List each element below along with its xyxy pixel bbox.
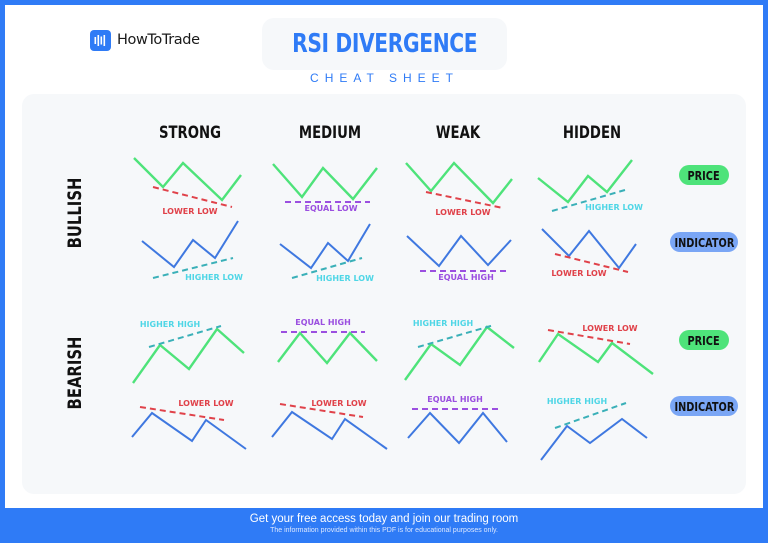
annotation-label: HIGHER HIGH [413,319,473,328]
annotation-label: EQUAL LOW [304,204,357,213]
indicator-line [131,411,247,450]
higher-low-trendline [551,189,626,212]
bullish-hidden-indicator: LOWER LOW [541,228,637,278]
bearish-medium-indicator: LOWER LOW [271,399,388,450]
indicator-line [406,234,512,268]
annotation-label: LOWER LOW [162,207,217,216]
page-subtitle: CHEAT SHEET [310,71,459,85]
brand-name: HowToTrade [117,32,200,48]
bearish-strong-price: HIGHER HIGH [132,320,245,384]
annotation-label: LOWER LOW [551,269,606,278]
annotation-label: HIGHER LOW [185,273,243,282]
bar-chart-logo-icon [90,29,111,51]
price-line [537,159,633,204]
badge-indicator-bearish: INDICATOR [670,396,738,416]
lower-low-trendline [279,403,364,418]
badge-price-bullish: PRICE [679,165,729,185]
annotation-label: EQUAL HIGH [295,318,351,327]
footer-banner: Get your free access today and join our … [0,508,768,543]
brand-logo: HowToTrade [90,29,200,51]
price-line [404,325,515,381]
indicator-line [271,410,388,450]
annotation-label: LOWER LOW [311,399,366,408]
bearish-medium-price: EQUAL HIGH [277,318,378,365]
bullish-strong-price: LOWER LOW [133,157,242,216]
lower-low-trendline [425,191,504,209]
bullish-weak-indicator: EQUAL HIGH [406,234,512,282]
bearish-hidden-price: LOWER LOW [538,324,654,375]
divergence-grid-panel [22,94,746,494]
footer-cta-link[interactable]: Get your free access today and join our … [249,513,519,525]
badge-price-bearish: PRICE [679,330,729,350]
column-heading-hidden: HIDDEN [562,123,622,143]
annotation-label: LOWER LOW [178,399,233,408]
column-heading-strong: STRONG [158,123,222,143]
price-line [538,332,654,375]
annotation-label: HIGHER LOW [316,274,374,283]
footer-disclaimer: The information provided within this PDF… [270,527,498,534]
price-line [405,161,513,205]
lower-low-trendline [554,253,629,273]
price-line [132,327,245,384]
price-line [272,163,378,201]
bullish-hidden-price: HIGHER LOW [537,159,643,212]
indicator-line [540,417,648,461]
badge-indicator-bullish: INDICATOR [670,232,738,252]
annotation-label: HIGHER HIGH [547,397,607,406]
bullish-medium-price: EQUAL LOW [272,163,378,213]
annotation-label: HIGHER HIGH [140,320,200,329]
bearish-hidden-indicator: HIGHER HIGH [540,397,648,461]
column-heading-medium: MEDIUM [298,123,362,143]
lower-low-trendline [547,329,631,345]
price-line [277,331,378,365]
bullish-weak-price: LOWER LOW [405,161,513,217]
bearish-weak-indicator: EQUAL HIGH [407,395,508,445]
title-box: RSI DIVERGENCE [262,18,507,70]
indicator-line [141,220,239,269]
higher-high-trendline [148,325,222,348]
higher-low-trendline [152,257,234,279]
higher-high-trendline [417,324,495,348]
lower-low-trendline [139,406,225,421]
indicator-line [407,411,508,445]
page-title: RSI DIVERGENCE [291,29,478,59]
lower-low-trendline [152,186,233,208]
column-heading-weak: WEAK [435,123,481,143]
bullish-strong-indicator: HIGHER LOW [141,220,243,282]
annotation-label: LOWER LOW [435,208,490,217]
bearish-strong-indicator: LOWER LOW [131,399,247,450]
bearish-weak-price: HIGHER HIGH [404,319,515,381]
annotation-label: EQUAL HIGH [427,395,483,404]
annotation-label: LOWER LOW [582,324,637,333]
indicator-line [279,223,371,270]
higher-low-trendline [291,257,363,279]
indicator-line [541,228,637,270]
annotation-label: HIGHER LOW [585,203,643,212]
higher-high-trendline [554,402,627,429]
annotation-label: EQUAL HIGH [438,273,494,282]
bullish-medium-indicator: HIGHER LOW [279,223,374,283]
price-line [133,157,242,202]
